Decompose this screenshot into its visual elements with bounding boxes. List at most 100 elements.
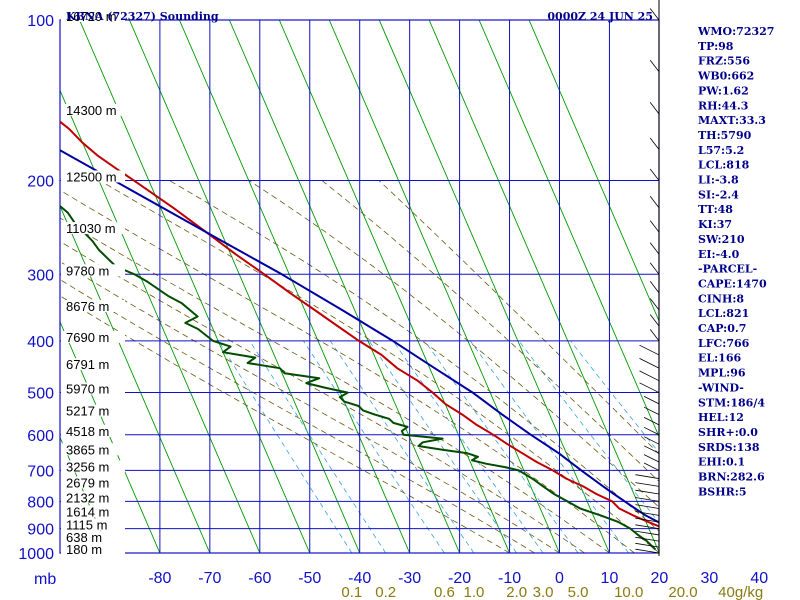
height-label: 5217 m bbox=[66, 404, 109, 419]
height-label: 1115 m bbox=[66, 518, 107, 533]
index-line: BRN:282.6 bbox=[698, 471, 765, 484]
isotherm-line bbox=[378, 20, 610, 553]
dewpoint-profile bbox=[60, 204, 657, 551]
height-label: 7690 m bbox=[66, 330, 109, 345]
wind-barb bbox=[643, 436, 660, 445]
wind-barb bbox=[649, 195, 660, 208]
height-label: 4518 m bbox=[66, 424, 109, 439]
height-label-bg bbox=[61, 382, 125, 395]
index-line: -WIND- bbox=[698, 381, 744, 394]
wind-barb bbox=[635, 524, 660, 530]
wind-barb bbox=[635, 482, 660, 487]
moist-adiabat-line bbox=[378, 180, 659, 455]
height-label: 2679 m bbox=[66, 475, 109, 490]
height-label: 638 m bbox=[66, 530, 102, 545]
height-label-bg bbox=[61, 531, 125, 544]
mixing-ratio-label: 1.0 bbox=[464, 584, 485, 600]
temperature-label: 20 bbox=[651, 570, 669, 587]
height-label: 6791 m bbox=[66, 357, 109, 372]
temperature-label: -10 bbox=[498, 570, 521, 587]
pressure-label: 100 bbox=[27, 13, 54, 30]
height-label: 2132 m bbox=[66, 490, 109, 505]
mixing-ratio-label: 20.0 bbox=[668, 584, 697, 600]
wind-barb bbox=[639, 358, 660, 369]
index-line: BSHR:5 bbox=[698, 485, 747, 498]
height-label: 180 m bbox=[66, 542, 102, 557]
height-label: 12500 m bbox=[66, 169, 117, 184]
temperature-label: 40 bbox=[750, 570, 768, 587]
isotherm-line bbox=[328, 20, 560, 553]
wind-barb bbox=[649, 329, 660, 342]
height-label-bg bbox=[61, 443, 125, 456]
wind-barb bbox=[649, 137, 660, 150]
temperature-label: -70 bbox=[198, 570, 221, 587]
temperature-label: 30 bbox=[700, 570, 718, 587]
height-label-bg bbox=[61, 103, 125, 116]
index-line: LI:-3.8 bbox=[698, 174, 739, 187]
mixing-ratio-label: 40g/kg bbox=[718, 584, 763, 600]
pressure-label: 1000 bbox=[18, 546, 54, 563]
index-line: CAP:0.7 bbox=[698, 322, 746, 335]
height-label: 5970 m bbox=[66, 382, 109, 397]
height-label: 9780 m bbox=[66, 263, 109, 278]
index-line: LCL:818 bbox=[698, 159, 750, 172]
height-label-bg bbox=[61, 543, 125, 555]
mixing-ratio-label: 2.0 bbox=[506, 584, 527, 600]
wind-barb bbox=[649, 8, 660, 21]
isotherm-line bbox=[528, 20, 659, 322]
wind-barb bbox=[649, 281, 660, 294]
wind-barb bbox=[643, 462, 660, 471]
isotherm-line bbox=[228, 20, 461, 553]
index-line: CAPE:1470 bbox=[698, 277, 767, 290]
index-line: CINH:8 bbox=[698, 292, 744, 305]
profile-lines bbox=[60, 120, 659, 551]
wind-barb bbox=[649, 59, 660, 72]
index-line: WB0:662 bbox=[697, 70, 754, 83]
index-line: WMO:72327 bbox=[697, 25, 774, 38]
temperature-label: -30 bbox=[398, 570, 421, 587]
height-label-bg bbox=[61, 299, 125, 312]
wind-barb bbox=[649, 262, 660, 275]
height-label: 11030 m bbox=[66, 221, 116, 236]
y-axis-unit: mb bbox=[34, 571, 56, 588]
index-line: LFC:766 bbox=[698, 337, 750, 350]
height-label: 1614 m bbox=[66, 504, 109, 519]
wind-barb bbox=[635, 530, 660, 536]
temperature-label: 0 bbox=[555, 570, 564, 587]
index-line: TH:5790 bbox=[698, 129, 752, 142]
wind-barb bbox=[635, 517, 660, 523]
index-line: EI:-4.0 bbox=[698, 248, 740, 261]
wind-barb bbox=[639, 382, 660, 393]
height-label: 8676 m bbox=[66, 299, 109, 314]
index-line: LCL:821 bbox=[698, 307, 749, 320]
index-line: RH:44.3 bbox=[698, 99, 748, 112]
index-line: MPL:96 bbox=[698, 367, 746, 380]
mixing-ratio-label: 3.0 bbox=[533, 584, 554, 600]
mixing-ratio-label: 5.0 bbox=[568, 584, 589, 600]
isotherm-line bbox=[478, 20, 659, 438]
wind-barb bbox=[635, 504, 660, 509]
temperature-label: -80 bbox=[148, 570, 171, 587]
pressure-label: 200 bbox=[27, 173, 54, 190]
wind-barb bbox=[649, 168, 660, 181]
height-label-bg bbox=[61, 170, 125, 183]
wind-barb bbox=[639, 344, 660, 356]
wind-barb bbox=[635, 536, 660, 542]
temperature-label: -20 bbox=[448, 570, 471, 587]
wind-barb bbox=[649, 242, 660, 255]
index-line: SW:210 bbox=[698, 233, 745, 246]
wind-barb bbox=[649, 314, 660, 327]
height-label: 3865 m bbox=[66, 442, 109, 457]
height-label-bg bbox=[61, 358, 125, 371]
mixing-ratio-label: 0.2 bbox=[375, 584, 396, 600]
height-label-bg bbox=[61, 404, 125, 417]
wind-barb bbox=[643, 426, 660, 436]
index-line: HEL:12 bbox=[698, 411, 744, 424]
mixing-ratio-label: 10.0 bbox=[614, 584, 643, 600]
wind-barb bbox=[639, 370, 660, 382]
pressure-label: 300 bbox=[27, 267, 54, 284]
mixing-ratio-label: 0.6 bbox=[434, 584, 455, 600]
